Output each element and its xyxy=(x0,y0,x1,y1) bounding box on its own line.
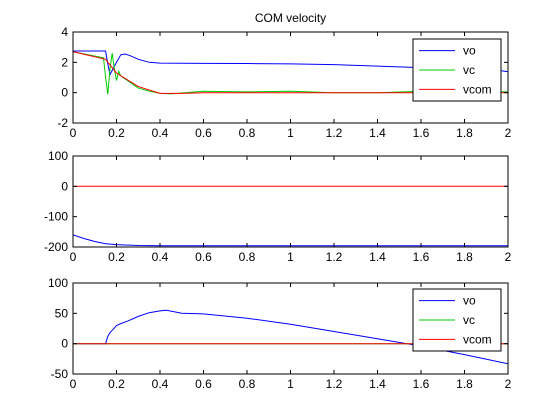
legend-label-vcom: vcom xyxy=(463,332,492,346)
x-tick-label: 0.8 xyxy=(239,126,256,140)
subplot-2-series xyxy=(73,185,508,247)
x-tick-label: 1.4 xyxy=(369,126,386,140)
x-tick-label: 1.8 xyxy=(456,250,473,264)
subplot-2: 0 0.2 0.4 0.6 0.8 1 1.2 1.4 1.6 1.8 2 -200 -100 0 100 xyxy=(44,149,512,264)
y-tick-label: 4 xyxy=(61,25,68,39)
subplot-1: COM velocity 0 0.2 0.4 0.6 0.8 1 1.2 1.4 1.6 1.8 2… xyxy=(57,11,511,140)
x-tick-label: 0.4 xyxy=(152,126,169,140)
x-tick-label: 0.8 xyxy=(239,377,256,391)
x-tick-label: 1.2 xyxy=(326,126,343,140)
x-tick-label: 2 xyxy=(505,250,512,264)
x-tick-label: 0 xyxy=(70,377,77,391)
x-tick-label: 1 xyxy=(287,126,294,140)
series-line-vcom xyxy=(73,51,508,94)
x-tick-label: 0.6 xyxy=(195,377,212,391)
x-tick-label: 1 xyxy=(287,250,294,264)
legend-label-vc: vc xyxy=(463,63,475,77)
y-tick-label: 100 xyxy=(48,149,68,163)
x-tick-label: 0.8 xyxy=(239,250,256,264)
series-line-vo xyxy=(73,309,508,365)
y-tick-label: 2 xyxy=(61,55,68,69)
x-tick-label: 0.2 xyxy=(108,377,125,391)
series-line-series-0 xyxy=(73,234,508,247)
subplot-2-ticks: 0 0.2 0.4 0.6 0.8 1 1.2 1.4 1.6 1.8 2 -200 -100 0 100 xyxy=(44,149,512,264)
x-tick-label: 1.2 xyxy=(326,377,343,391)
y-tick-label: 100 xyxy=(48,276,68,290)
legend-label-vc: vc xyxy=(463,313,475,327)
x-tick-label: 0 xyxy=(70,250,77,264)
y-tick-label: -200 xyxy=(44,240,68,254)
y-tick-label: 0 xyxy=(61,86,68,100)
x-tick-label: 1.4 xyxy=(369,377,386,391)
x-tick-label: 1.6 xyxy=(413,250,430,264)
x-tick-label: 2 xyxy=(505,377,512,391)
x-tick-label: 1.2 xyxy=(326,250,343,264)
x-tick-label: 0.4 xyxy=(152,377,169,391)
x-tick-label: 0 xyxy=(70,126,77,140)
x-tick-label: 1.4 xyxy=(369,250,386,264)
y-tick-label: -2 xyxy=(57,116,68,130)
subplot-1-legend: vo vc vcom xyxy=(412,38,502,102)
x-tick-label: 0.6 xyxy=(195,126,212,140)
x-tick-label: 2 xyxy=(505,126,512,140)
chart-title: COM velocity xyxy=(255,11,326,25)
x-tick-label: 1.8 xyxy=(456,126,473,140)
legend-label-vcom: vcom xyxy=(463,82,492,96)
x-tick-label: 1.6 xyxy=(413,126,430,140)
y-tick-label: 50 xyxy=(55,306,69,320)
y-tick-label: 0 xyxy=(61,179,68,193)
x-tick-label: 1.6 xyxy=(413,377,430,391)
x-tick-label: 0.4 xyxy=(152,250,169,264)
y-tick-label: 0 xyxy=(61,337,68,351)
y-tick-label: -100 xyxy=(44,210,68,224)
subplot-3-legend: vo vc vcom xyxy=(412,288,502,352)
legend-label-vo: vo xyxy=(463,44,476,58)
x-tick-label: 0.2 xyxy=(108,126,125,140)
x-tick-label: 0.2 xyxy=(108,250,125,264)
y-tick-label: -50 xyxy=(51,367,69,381)
x-tick-label: 0.6 xyxy=(195,250,212,264)
x-tick-label: 1 xyxy=(287,377,294,391)
legend-label-vo: vo xyxy=(463,294,476,308)
x-tick-label: 1.8 xyxy=(456,377,473,391)
